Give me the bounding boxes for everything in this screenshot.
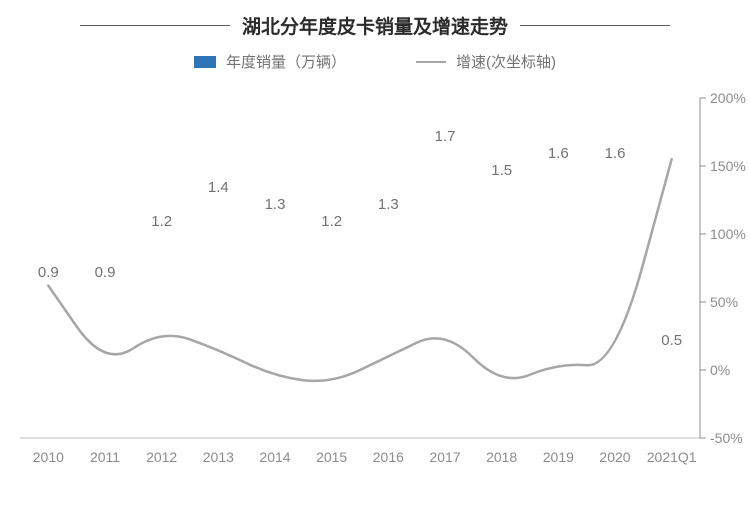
x-tick-label: 2018 — [486, 449, 517, 465]
bar-value-label: 1.2 — [151, 213, 172, 230]
x-tick-label: 2011 — [90, 449, 120, 465]
x-tick-label: 2017 — [429, 449, 460, 465]
growth-line — [48, 159, 671, 381]
x-tick-label: 2015 — [316, 449, 347, 465]
x-tick-label: 2012 — [146, 449, 177, 465]
x-tick-label: 2013 — [203, 449, 234, 465]
bar-value-label: 1.2 — [321, 213, 342, 230]
bar-value-label: 1.6 — [548, 145, 569, 162]
y-tick-label: 200% — [710, 90, 746, 106]
bar-value-label: 1.3 — [378, 196, 399, 213]
bar-value-label: 1.4 — [208, 179, 229, 196]
bar-value-label: 0.9 — [95, 264, 116, 281]
x-tick-label: 2016 — [373, 449, 404, 465]
x-tick-label: 2010 — [33, 449, 64, 465]
bar-value-label: 0.9 — [38, 264, 59, 281]
y-tick-label: 50% — [710, 294, 738, 310]
bar-value-label: 0.5 — [661, 332, 682, 349]
y-tick-label: 150% — [710, 158, 746, 174]
legend: 年度销量（万辆） 增速(次坐标轴) — [0, 41, 750, 78]
bar-value-label: 1.7 — [435, 128, 456, 145]
chart-title: 湖北分年度皮卡销量及增速走势 — [242, 12, 508, 39]
chart-svg: -50% 0% 50% 100% 150% 200% 0.9 2010 0.9 2011 1.2 20… — [0, 78, 750, 498]
legend-bar-swatch — [194, 56, 216, 68]
x-tick-label: 2021Q1 — [647, 449, 697, 465]
x-tick-label: 2014 — [259, 449, 290, 465]
y-tick-label: -50% — [710, 430, 743, 446]
x-tick-label: 2020 — [599, 449, 630, 465]
bar-value-label: 1.5 — [491, 162, 512, 179]
bar-value-label: 1.6 — [605, 145, 626, 162]
y-tick-label: 100% — [710, 226, 746, 242]
title-rule-right — [520, 25, 670, 26]
legend-bar-label: 年度销量（万辆） — [226, 51, 346, 72]
chart-area: -50% 0% 50% 100% 150% 200% 0.9 2010 0.9 2011 1.2 20… — [0, 78, 750, 498]
bar-value-label: 1.3 — [265, 196, 286, 213]
y-tick-label: 0% — [710, 362, 730, 378]
legend-line-swatch — [416, 61, 446, 63]
legend-line: 增速(次坐标轴) — [416, 51, 556, 72]
title-rule-left — [80, 25, 230, 26]
legend-bar: 年度销量（万辆） — [194, 51, 346, 72]
chart-title-row: 湖北分年度皮卡销量及增速走势 — [0, 0, 750, 41]
legend-line-label: 增速(次坐标轴) — [456, 51, 556, 72]
x-tick-label: 2019 — [543, 449, 574, 465]
